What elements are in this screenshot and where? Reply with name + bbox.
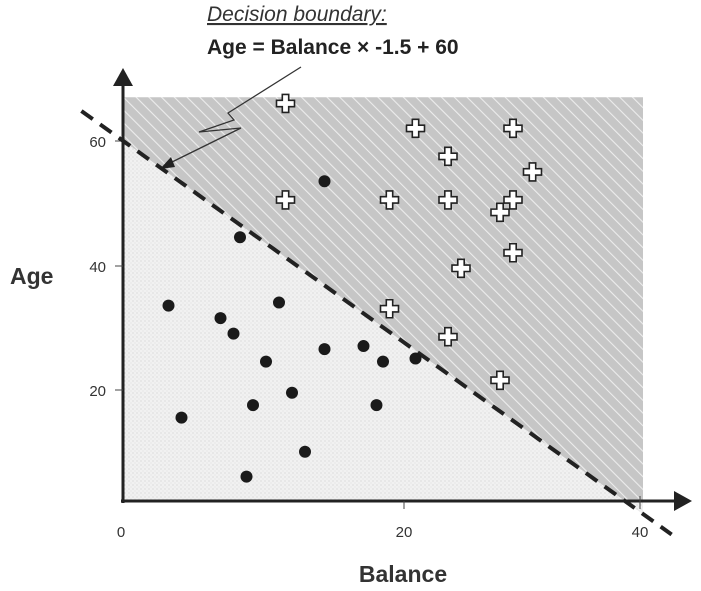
y-tick-label-40: 40 bbox=[89, 259, 106, 276]
dot-point-0 bbox=[318, 175, 331, 188]
dot-point-11 bbox=[286, 386, 298, 399]
annotation-equation: Age = Balance × -1.5 + 60 bbox=[207, 36, 459, 59]
y-tick-label-20: 20 bbox=[89, 383, 106, 400]
dot-point-7 bbox=[357, 340, 370, 353]
plus-point-0 bbox=[275, 93, 296, 114]
dot-point-5 bbox=[227, 327, 240, 340]
data-points bbox=[162, 93, 543, 483]
x-tick-label-20: 20 bbox=[396, 524, 413, 541]
annotation-arrowhead bbox=[160, 157, 175, 169]
y-tick-label-60: 60 bbox=[89, 134, 106, 151]
dot-point-4 bbox=[214, 312, 227, 325]
dot-point-14 bbox=[247, 399, 259, 412]
plus-point-14 bbox=[490, 370, 510, 391]
dot-point-15 bbox=[299, 445, 311, 458]
dot-point-2 bbox=[162, 299, 175, 312]
plus-point-2 bbox=[503, 118, 523, 139]
plus-point-4 bbox=[522, 162, 543, 182]
y-axis-arrow bbox=[113, 68, 133, 86]
annotation-leader-line bbox=[169, 66, 302, 164]
plus-point-6 bbox=[379, 190, 400, 210]
dot-point-9 bbox=[260, 355, 272, 368]
y-axis-label: Age bbox=[10, 263, 53, 289]
dot-point-10 bbox=[409, 352, 422, 365]
plus-point-9 bbox=[490, 202, 510, 223]
decision-boundary-line bbox=[80, 109, 673, 537]
x-tick-label-40: 40 bbox=[632, 524, 649, 541]
dot-point-12 bbox=[370, 399, 383, 412]
x-axis-label: Balance bbox=[359, 561, 447, 587]
plus-point-10 bbox=[503, 242, 523, 263]
dot-point-6 bbox=[318, 343, 331, 356]
dot-point-8 bbox=[377, 355, 389, 368]
annotation-title: Decision boundary: bbox=[207, 3, 387, 26]
dot-point-16 bbox=[240, 470, 253, 483]
dot-point-3 bbox=[273, 296, 285, 309]
plus-point-1 bbox=[405, 118, 426, 139]
x-axis-arrow bbox=[674, 491, 692, 511]
plus-point-12 bbox=[379, 298, 400, 319]
plus-point-7 bbox=[438, 190, 458, 210]
dot-point-1 bbox=[234, 231, 246, 244]
plus-point-3 bbox=[438, 146, 458, 167]
plus-point-5 bbox=[275, 190, 296, 210]
plus-point-11 bbox=[451, 258, 471, 279]
x-tick-label-0: 0 bbox=[117, 524, 125, 541]
plus-point-13 bbox=[438, 326, 458, 347]
dot-point-13 bbox=[175, 411, 188, 424]
plus-point-8 bbox=[503, 190, 523, 210]
